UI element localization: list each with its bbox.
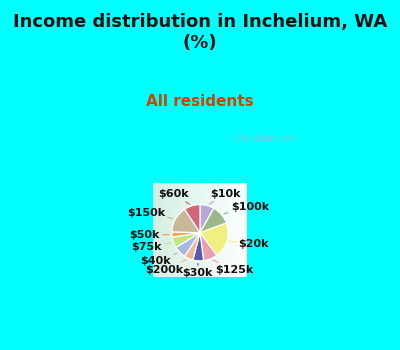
Wedge shape [172, 232, 200, 237]
Wedge shape [200, 205, 214, 233]
Wedge shape [200, 223, 228, 255]
Text: Income distribution in Inchelium, WA
(%): Income distribution in Inchelium, WA (%) [13, 13, 387, 52]
Text: $60k: $60k [158, 189, 190, 204]
Text: All residents: All residents [146, 94, 254, 109]
Wedge shape [176, 233, 200, 256]
Wedge shape [185, 205, 200, 233]
Wedge shape [200, 208, 226, 233]
Wedge shape [172, 233, 200, 247]
Text: $75k: $75k [132, 242, 171, 252]
Text: $125k: $125k [213, 260, 253, 275]
Wedge shape [193, 233, 204, 261]
Text: City-Data.com: City-Data.com [234, 134, 298, 144]
Text: $150k: $150k [127, 208, 173, 218]
Text: $10k: $10k [210, 189, 241, 204]
Text: $200k: $200k [146, 260, 186, 275]
Wedge shape [200, 233, 217, 261]
Wedge shape [185, 233, 200, 260]
Text: $40k: $40k [140, 253, 177, 266]
Text: $20k: $20k [230, 239, 269, 249]
Wedge shape [172, 209, 200, 233]
Text: $50k: $50k [129, 230, 169, 240]
Text: $100k: $100k [224, 202, 269, 214]
Text: $30k: $30k [182, 264, 213, 278]
